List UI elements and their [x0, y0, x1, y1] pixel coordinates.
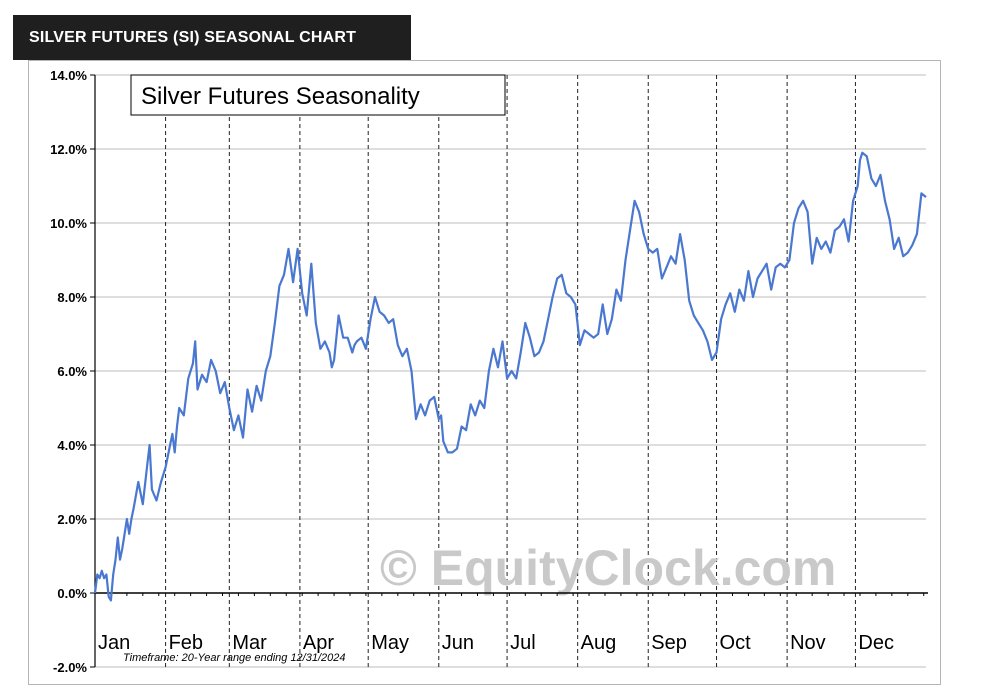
chart-frame	[28, 60, 941, 685]
chart-title-border	[130, 74, 506, 116]
x-axis-month-labels: Jan Feb Mar Apr May Jun Jul Aug Sep Oct Nov Dec	[98, 632, 894, 654]
y-tick-label: 8.0%	[57, 290, 87, 305]
x-tick-label-jun: Jun	[442, 632, 474, 654]
x-tick-label-aug: Aug	[581, 632, 617, 654]
timeframe-footnote: Timeframe: 20-Year range ending 12/31/20…	[123, 652, 346, 664]
chart-title-box: Silver Futures Seasonality	[130, 74, 506, 116]
series-line-0	[93, 151, 927, 602]
x-tick-label-may: May	[371, 632, 409, 654]
x-tick-label-sep: Sep	[651, 632, 687, 654]
y-tick-label: -2.0%	[53, 660, 87, 675]
x-tick-label-jan: Jan	[98, 632, 130, 654]
page-header-badge: SILVER FUTURES (SI) SEASONAL CHART	[13, 15, 411, 60]
chart-title: Silver Futures Seasonality	[141, 83, 420, 110]
x-tick-label-oct: Oct	[720, 632, 752, 654]
x-tick-label-feb: Feb	[169, 632, 203, 654]
y-tick-label: 6.0%	[57, 364, 87, 379]
y-tick-label: 2.0%	[57, 512, 87, 527]
x-tick-label-mar: Mar	[232, 632, 267, 654]
series-layer	[93, 151, 927, 602]
watermark: © EquityClock.com	[380, 540, 836, 596]
x-tick-label-nov: Nov	[790, 632, 826, 654]
y-tick-label: 10.0%	[50, 216, 87, 231]
y-tick-label: 14.0%	[50, 68, 87, 83]
x-tick-label-jul: Jul	[510, 632, 536, 654]
watermark-text: © EquityClock.com	[380, 540, 836, 596]
y-tick-label: 0.0%	[57, 586, 87, 601]
page-header-title: SILVER FUTURES (SI) SEASONAL CHART	[29, 28, 357, 46]
y-axis-ticks: 14.0% 12.0% 10.0% 8.0% 6.0% 4.0% 2.0% 0.0% -2.0%	[50, 68, 87, 675]
y-tick-label: 12.0%	[50, 142, 87, 157]
chart-axes	[90, 74, 928, 668]
x-tick-label-dec: Dec	[858, 632, 894, 654]
y-tick-label: 4.0%	[57, 438, 87, 453]
x-tick-label-apr: Apr	[303, 632, 334, 654]
